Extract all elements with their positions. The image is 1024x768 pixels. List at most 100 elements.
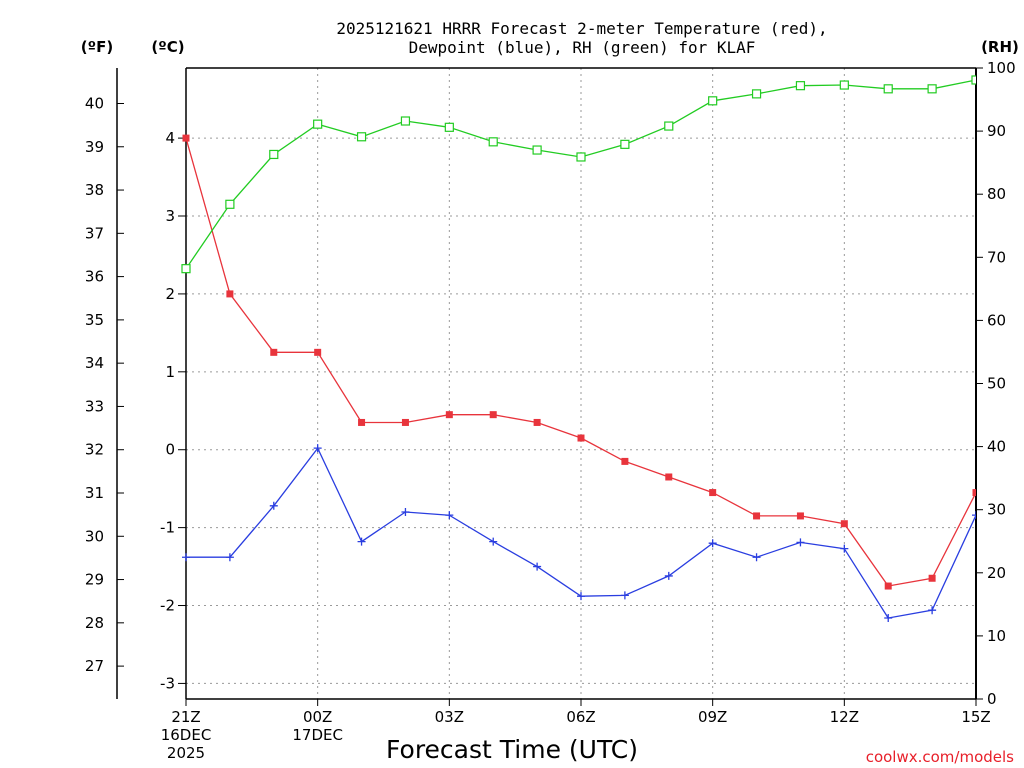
rh-point [576, 152, 586, 162]
rh-point [839, 80, 849, 90]
x-tick-label: 03Z [435, 708, 464, 726]
dewpoint-point [884, 613, 893, 622]
dewpoint-point [313, 444, 322, 453]
dewpoint-point [445, 511, 454, 520]
dewpoint-point [840, 544, 849, 553]
rh-point [664, 121, 674, 131]
dewpoint-point [357, 537, 366, 546]
temperature-point [445, 411, 453, 419]
temperature-point [753, 512, 761, 520]
x-tick-label: 15Z [961, 708, 990, 726]
fahrenheit-tick-label: 30 [85, 527, 104, 545]
rh-point [971, 75, 976, 85]
celsius-tick-label: 2 [165, 285, 175, 303]
fahrenheit-tick-label: 28 [85, 614, 104, 632]
temperature-point [401, 418, 409, 426]
dewpoint-point [796, 538, 805, 547]
rh-line [185, 79, 976, 270]
rh-tick-label: 80 [987, 185, 1006, 203]
rh-point [883, 84, 893, 94]
rh-tick-label: 70 [987, 248, 1006, 266]
temperature-point [840, 520, 848, 528]
rh-point [400, 116, 411, 126]
temperature-point [928, 574, 936, 582]
temperature-point [314, 348, 322, 356]
rh-point [356, 132, 367, 142]
rh-point [708, 96, 718, 106]
temperature-point [665, 473, 673, 481]
celsius-tick-label: 0 [165, 441, 175, 459]
temperature-point [358, 418, 366, 426]
fahrenheit-tick-label: 32 [85, 441, 104, 459]
fahrenheit-tick-label: 27 [85, 657, 104, 675]
temperature-point [709, 489, 717, 497]
temperature-point [226, 290, 234, 298]
fahrenheit-tick-label: 29 [85, 571, 104, 589]
dewpoint-point [708, 539, 717, 548]
rh-tick-label: 0 [987, 690, 997, 708]
dewpoint-point [620, 591, 629, 600]
fahrenheit-tick-label: 34 [85, 354, 104, 372]
celsius-tick-label: 4 [165, 129, 175, 147]
fahrenheit-tick-label: 38 [85, 181, 104, 199]
rh-point [444, 122, 454, 132]
fahrenheit-axis-unit: (ºF) [81, 38, 113, 56]
x-tick-label: 12Z [830, 708, 859, 726]
rh-point [313, 119, 323, 129]
x-tick-date: 16DEC [161, 726, 212, 744]
fahrenheit-tick-label: 40 [85, 94, 104, 112]
dewpoint-point [269, 501, 278, 510]
rh-point [795, 81, 806, 91]
chart-title-line1: 2025121621 HRRR Forecast 2-meter Tempera… [336, 19, 827, 38]
dewpoint-point [489, 537, 498, 546]
dewpoint-point [577, 592, 585, 601]
celsius-tick-label: 1 [165, 363, 175, 381]
x-tick-label: 06Z [566, 708, 595, 726]
temperature-point [270, 348, 278, 356]
temperature-point [533, 418, 541, 426]
rh-point [751, 89, 762, 99]
fahrenheit-tick-label: 31 [85, 484, 104, 502]
x-tick-date: 17DEC [292, 726, 343, 744]
temperature-point [577, 434, 585, 442]
fahrenheit-tick-label: 39 [85, 138, 104, 156]
rh-tick-label: 60 [987, 311, 1006, 329]
chart-title-line2: Dewpoint (blue), RH (green) for KLAF [409, 38, 756, 57]
dewpoint-point [928, 606, 937, 615]
x-tick-label: 21Z [171, 708, 200, 726]
x-tick-label: 00Z [303, 708, 332, 726]
x-axis-label: Forecast Time (UTC) [386, 735, 638, 764]
rh-point [269, 149, 279, 160]
celsius-tick-label: -2 [160, 597, 175, 615]
x-tick-label: 09Z [698, 708, 727, 726]
rh-point [532, 145, 542, 155]
data-series [181, 75, 976, 622]
rh-point [488, 137, 498, 147]
temperature-point [489, 411, 497, 419]
dewpoint-point [752, 553, 761, 562]
rh-tick-label: 40 [987, 438, 1006, 456]
credit-link[interactable]: coolwx.com/models [866, 748, 1014, 766]
temperature-point [182, 134, 190, 142]
x-tick-year: 2025 [167, 744, 205, 762]
dewpoint-point [664, 571, 673, 580]
celsius-tick-label: -1 [160, 519, 175, 537]
dewpoint-point [972, 511, 976, 520]
dewpoint-point [533, 562, 542, 571]
rh-point [620, 139, 630, 149]
rh-tick-label: 10 [987, 627, 1006, 645]
celsius-tick-label: -3 [160, 674, 175, 692]
rh-point [225, 199, 235, 209]
dewpoint-point [401, 508, 410, 517]
fahrenheit-tick-label: 33 [85, 397, 104, 415]
rh-point [181, 264, 191, 274]
fahrenheit-tick-label: 35 [85, 311, 104, 329]
fahrenheit-tick-label: 37 [85, 224, 104, 242]
fahrenheit-tick-label: 36 [85, 268, 104, 286]
temperature-point [884, 582, 892, 590]
temperature-point [796, 512, 804, 520]
rh-tick-label: 100 [987, 59, 1016, 77]
rh-tick-label: 50 [987, 375, 1006, 393]
rh-axis-unit: (RH) [981, 38, 1019, 56]
